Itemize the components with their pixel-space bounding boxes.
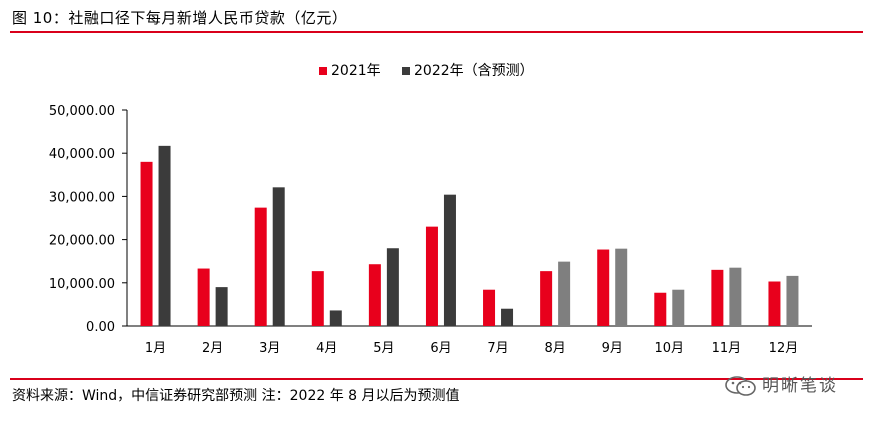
watermark: 明晰笔谈	[724, 371, 838, 397]
source-note: 资料来源：Wind，中信证券研究部预测 注：2022 年 8 月以后为预测值	[12, 388, 460, 404]
bar-2021	[654, 292, 667, 326]
bar-2022	[329, 310, 342, 326]
figure-title: 图 10：社融口径下每月新增人民币贷款（亿元）	[12, 9, 348, 27]
x-tick-label: 6月	[430, 341, 451, 356]
legend-label-2021: 2021年	[331, 63, 381, 79]
title-rule	[10, 31, 863, 33]
bar-2022	[558, 261, 571, 326]
y-tick-label: 50,000.00	[49, 104, 115, 119]
bar-2021	[368, 264, 381, 326]
bar-2021	[711, 269, 724, 326]
bar-2021	[483, 289, 496, 326]
bar-chart: 0.00 10,000.00 20,000.00 30,000.00 40,000.00…	[49, 63, 812, 356]
watermark-text: 明晰笔谈	[762, 376, 838, 396]
bar-2022	[729, 267, 742, 326]
bar-2021	[768, 281, 781, 326]
bar-2022	[786, 275, 799, 326]
y-tick-label: 30,000.00	[49, 190, 115, 205]
x-tick-label: 1月	[145, 341, 166, 356]
y-tick-label: 10,000.00	[49, 277, 115, 292]
x-tick-label: 5月	[373, 341, 394, 356]
y-tick-label: 40,000.00	[49, 147, 115, 162]
bar-2022	[443, 194, 456, 326]
y-tick-label: 0.00	[86, 320, 115, 335]
bar-2022	[672, 289, 685, 326]
bar-2022	[615, 248, 628, 326]
wechat-icon	[725, 376, 756, 396]
bar-2021	[540, 271, 553, 326]
bar-2021	[311, 271, 324, 326]
legend-label-2022: 2022年（含预测）	[414, 63, 534, 79]
bar-2022	[501, 308, 514, 326]
bar-2022	[158, 145, 171, 326]
y-tick-label: 20,000.00	[49, 234, 115, 249]
x-tick-label: 2月	[202, 341, 223, 356]
x-tick-label: 4月	[316, 341, 337, 356]
x-tick-label: 8月	[544, 341, 565, 356]
x-tick-label: 9月	[602, 341, 623, 356]
x-tick-label: 3月	[259, 341, 280, 356]
bar-2021	[597, 249, 610, 326]
bar-2021	[140, 161, 153, 326]
bar-2022	[272, 187, 285, 326]
x-tick-label: 12月	[769, 341, 799, 356]
x-tick-label: 10月	[655, 341, 685, 356]
bar-2021	[254, 207, 267, 326]
bar-2021	[197, 268, 210, 326]
footer-rule	[10, 378, 863, 380]
x-tick-label: 7月	[487, 341, 508, 356]
legend-swatch-2021	[319, 67, 327, 75]
bar-2021	[425, 226, 438, 326]
x-tick-label: 11月	[712, 341, 742, 356]
bar-2022	[215, 287, 228, 326]
legend-swatch-2022	[402, 67, 410, 75]
bar-2022	[386, 248, 399, 326]
